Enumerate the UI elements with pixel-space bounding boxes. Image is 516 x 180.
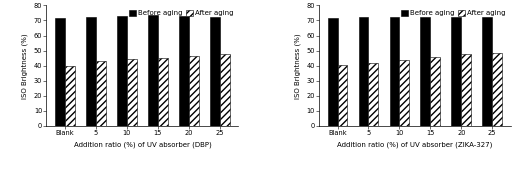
Bar	[189, 56, 199, 126]
Bar	[492, 53, 502, 126]
Bar	[65, 66, 75, 126]
Bar	[117, 16, 127, 126]
Bar	[158, 58, 168, 126]
X-axis label: Addition ratio (%) of UV absorber (ZIKA-327): Addition ratio (%) of UV absorber (ZIKA-…	[337, 142, 493, 148]
Bar	[337, 65, 347, 126]
Bar	[96, 61, 106, 126]
Legend: Before aging, After aging: Before aging, After aging	[127, 9, 235, 18]
Bar	[179, 16, 189, 126]
Bar	[368, 63, 378, 126]
Bar	[359, 17, 368, 126]
Bar	[148, 15, 158, 126]
Y-axis label: ISO Brightness (%): ISO Brightness (%)	[22, 33, 28, 98]
Bar	[461, 54, 471, 126]
Y-axis label: ISO Brightness (%): ISO Brightness (%)	[294, 33, 301, 98]
Bar	[127, 59, 137, 126]
Bar	[421, 17, 430, 126]
Bar	[220, 54, 230, 126]
X-axis label: Addition ratio (%) of UV absorber (DBP): Addition ratio (%) of UV absorber (DBP)	[73, 142, 211, 148]
Bar	[86, 17, 96, 126]
Legend: Before aging, After aging: Before aging, After aging	[400, 9, 507, 18]
Bar	[210, 17, 220, 126]
Bar	[452, 17, 461, 126]
Bar	[390, 17, 399, 126]
Bar	[328, 18, 337, 126]
Bar	[55, 18, 65, 126]
Bar	[482, 17, 492, 126]
Bar	[430, 57, 440, 126]
Bar	[399, 60, 409, 126]
